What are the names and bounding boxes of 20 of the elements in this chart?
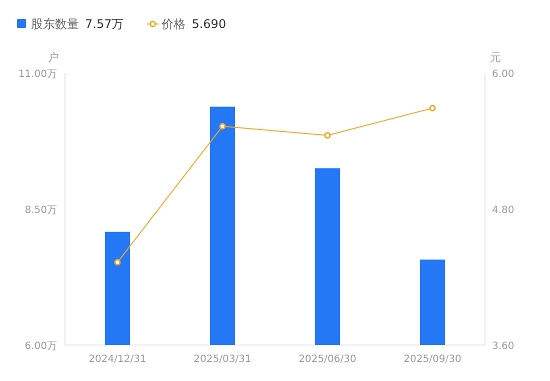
- y-tick-label: 6.00万: [24, 341, 57, 352]
- y-axis-title: 户: [48, 51, 59, 64]
- point: [219, 123, 226, 130]
- x-tick-label: 2025/06/30: [298, 354, 356, 365]
- y-tick-label: 8.50万: [24, 205, 57, 216]
- text: 7.57万: [85, 17, 124, 31]
- x-tick-label: 2025/03/31: [194, 354, 252, 365]
- legend-label: 股东数量: [31, 17, 79, 31]
- point: [324, 132, 331, 139]
- y2-tick-label: 4.80: [492, 205, 514, 216]
- legend-label: 价格: [160, 17, 186, 31]
- y2-tick-label: 6.00: [492, 69, 514, 80]
- x-tick-label: 2025/09/30: [404, 354, 462, 365]
- point: [114, 259, 121, 266]
- text: 5.690: [192, 17, 226, 31]
- point: [429, 104, 436, 112]
- y2-tick-label: 3.60: [492, 341, 514, 352]
- y-tick-label: 11.00万: [18, 69, 57, 80]
- x-tick-label: 2024/12/31: [88, 354, 146, 365]
- y2-axis-title: 元: [490, 51, 501, 64]
